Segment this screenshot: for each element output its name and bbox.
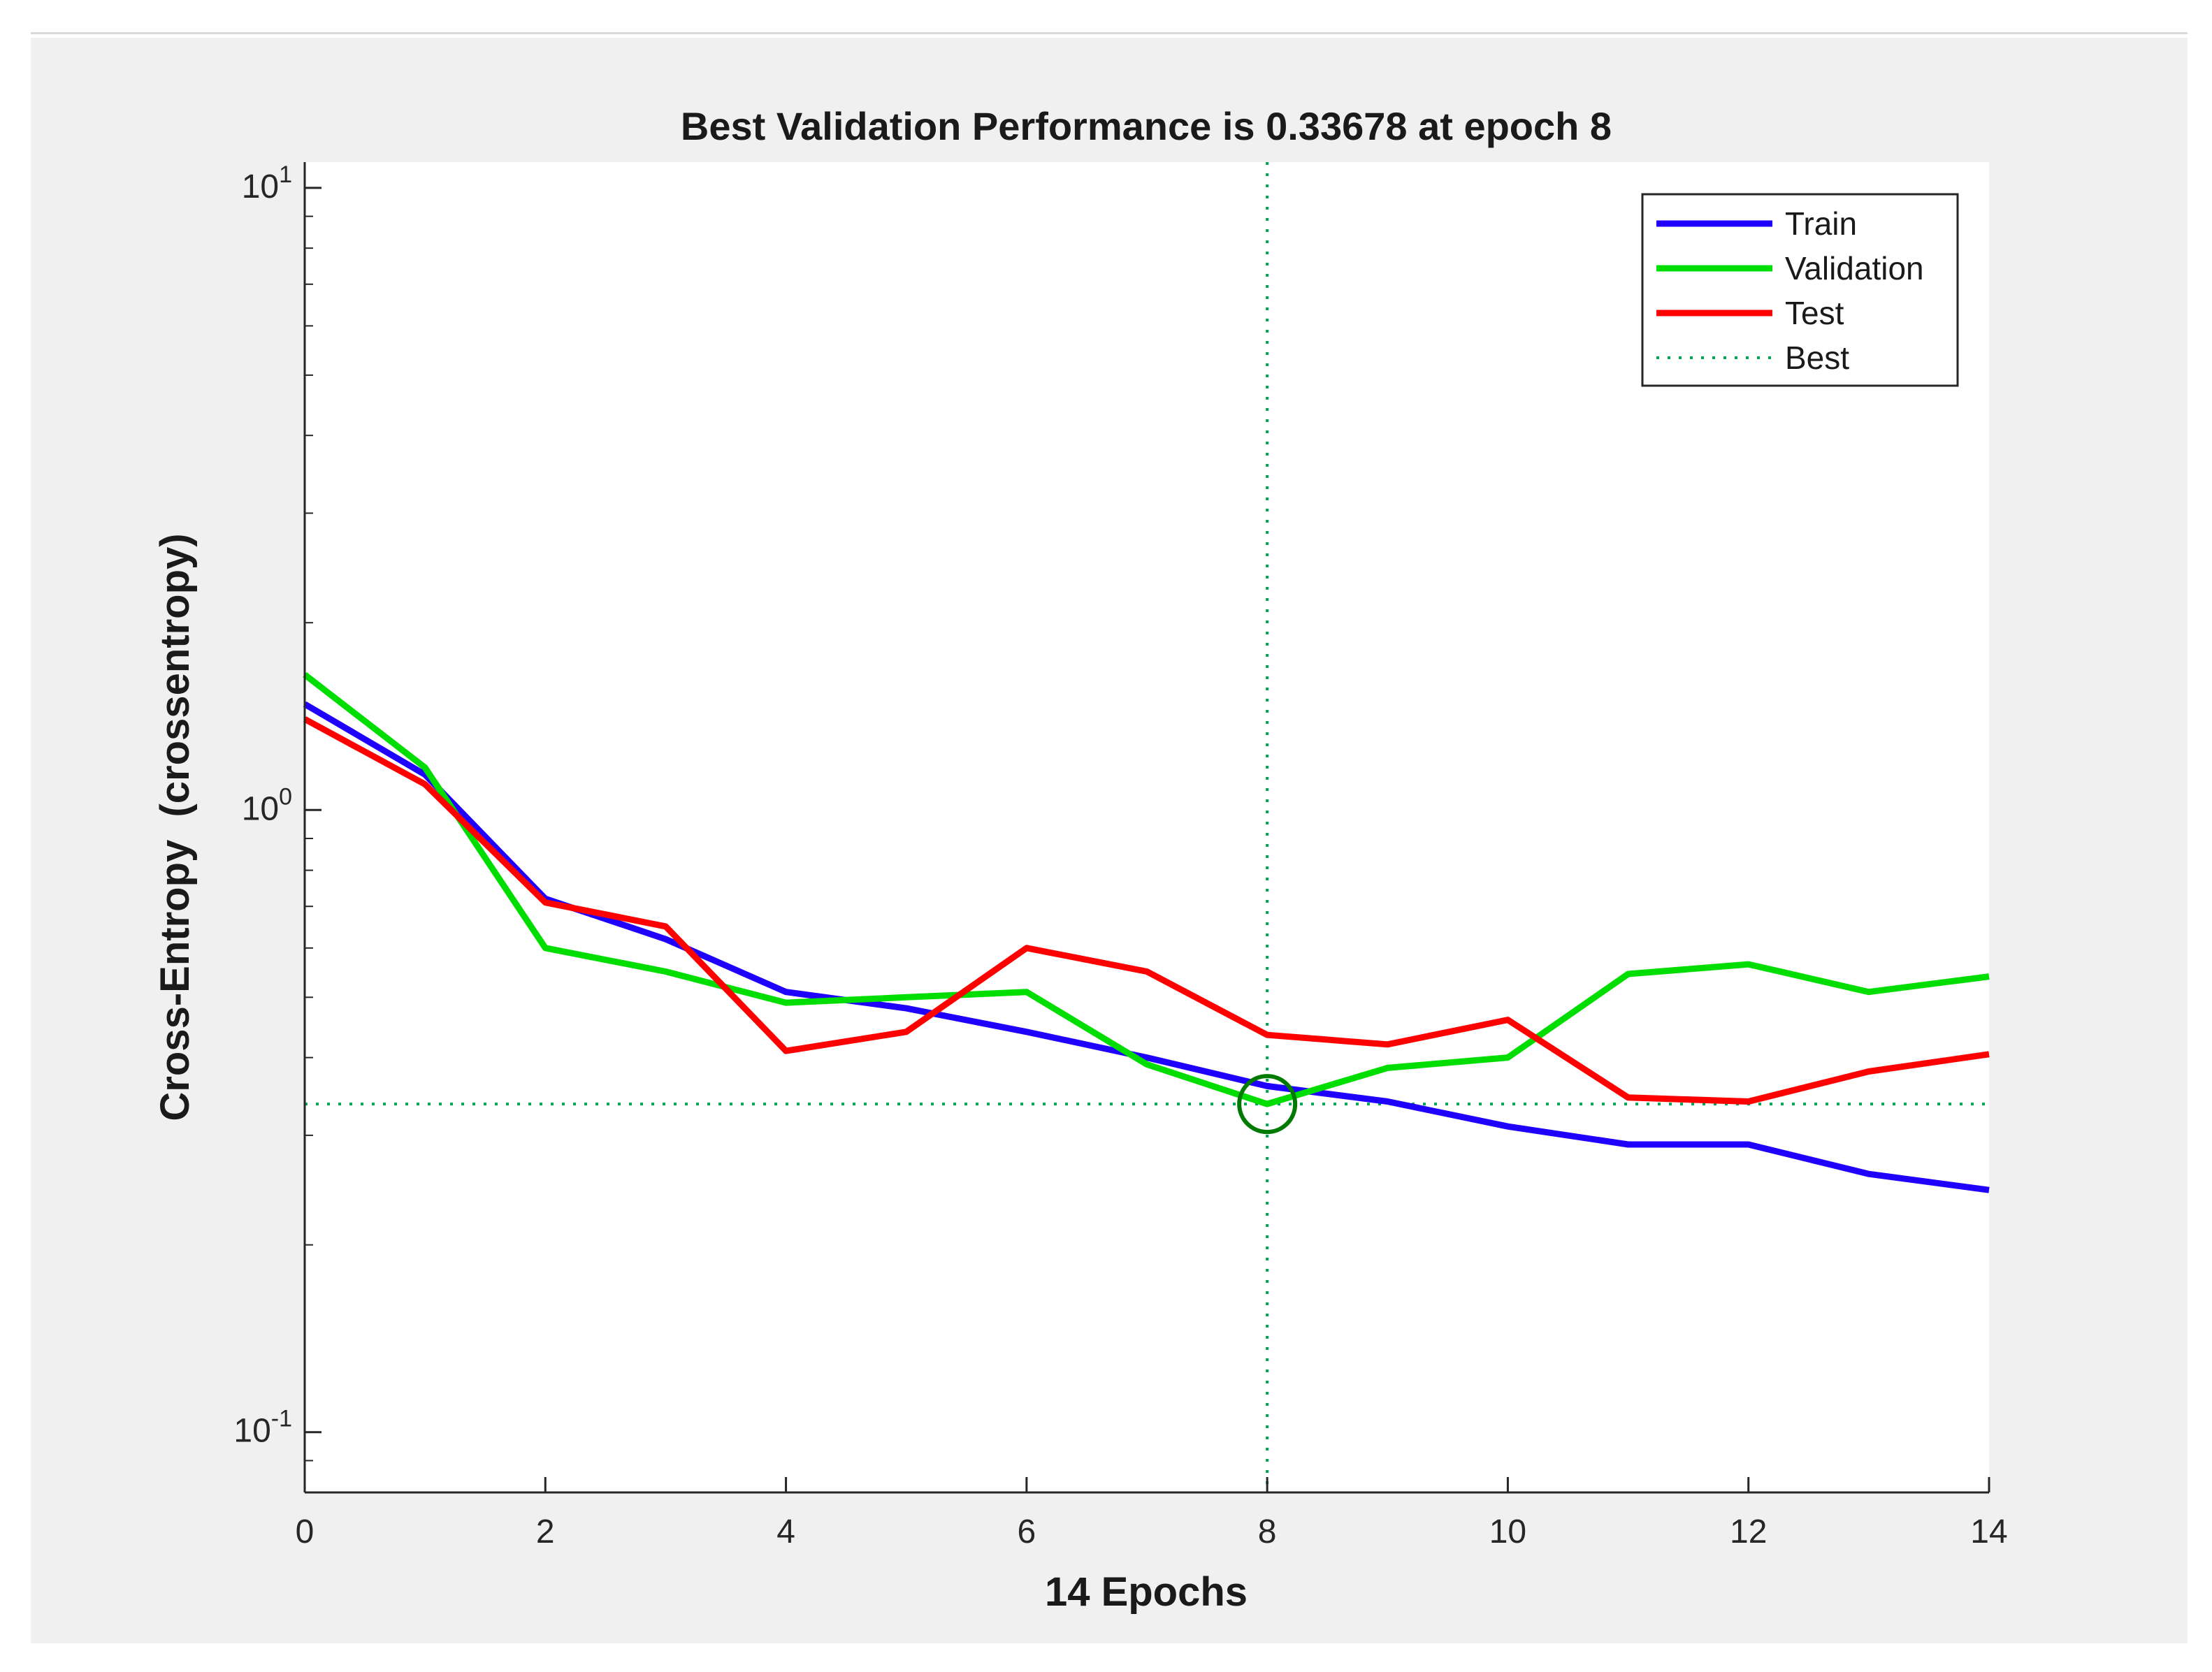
x-tick-label: 8 — [1258, 1513, 1277, 1550]
x-axis-label: 14 Epochs — [1045, 1569, 1248, 1615]
y-tick-base: 10 — [233, 1413, 270, 1450]
series-layer — [303, 672, 1990, 1193]
x-tick-label: 10 — [1489, 1513, 1526, 1550]
best-guides — [305, 162, 1989, 1492]
y-tick-exponent: 1 — [279, 161, 292, 188]
x-tick-label: 0 — [296, 1513, 315, 1550]
x-ticks: 0 2 4 6 8 10 12 14 — [296, 1477, 2008, 1550]
legend-label: Train — [1785, 205, 1857, 242]
y-tick-base: 10 — [242, 168, 279, 205]
y-tick-exponent: 0 — [279, 783, 292, 810]
x-tick-label: 14 — [1970, 1513, 2007, 1550]
best-point-marker — [1237, 1074, 1298, 1135]
axes — [303, 162, 1989, 1494]
x-tick-label: 6 — [1018, 1513, 1036, 1550]
x-tick-label: 12 — [1730, 1513, 1767, 1550]
series-line-validation — [303, 672, 1990, 1107]
y-tick-base: 10 — [242, 790, 279, 827]
top-divider — [31, 32, 2188, 34]
legend: Train Validation Test Best — [1641, 193, 1959, 387]
y-tick-label: 10-1 — [233, 1406, 292, 1450]
chart-title: Best Validation Performance is 0.33678 a… — [681, 104, 1612, 148]
series-line-test — [303, 716, 1990, 1105]
x-tick-label: 2 — [536, 1513, 555, 1550]
legend-label: Best — [1785, 340, 1849, 376]
x-tick-label: 4 — [776, 1513, 795, 1550]
y-tick-label: 100 — [242, 783, 292, 827]
y-tick-label: 101 — [242, 161, 292, 205]
legend-label: Test — [1785, 295, 1844, 331]
legend-label: Validation — [1785, 250, 1924, 286]
y-axis-label: Cross-Entropy (crossentropy) — [152, 533, 198, 1121]
y-tick-exponent: -1 — [271, 1406, 292, 1432]
